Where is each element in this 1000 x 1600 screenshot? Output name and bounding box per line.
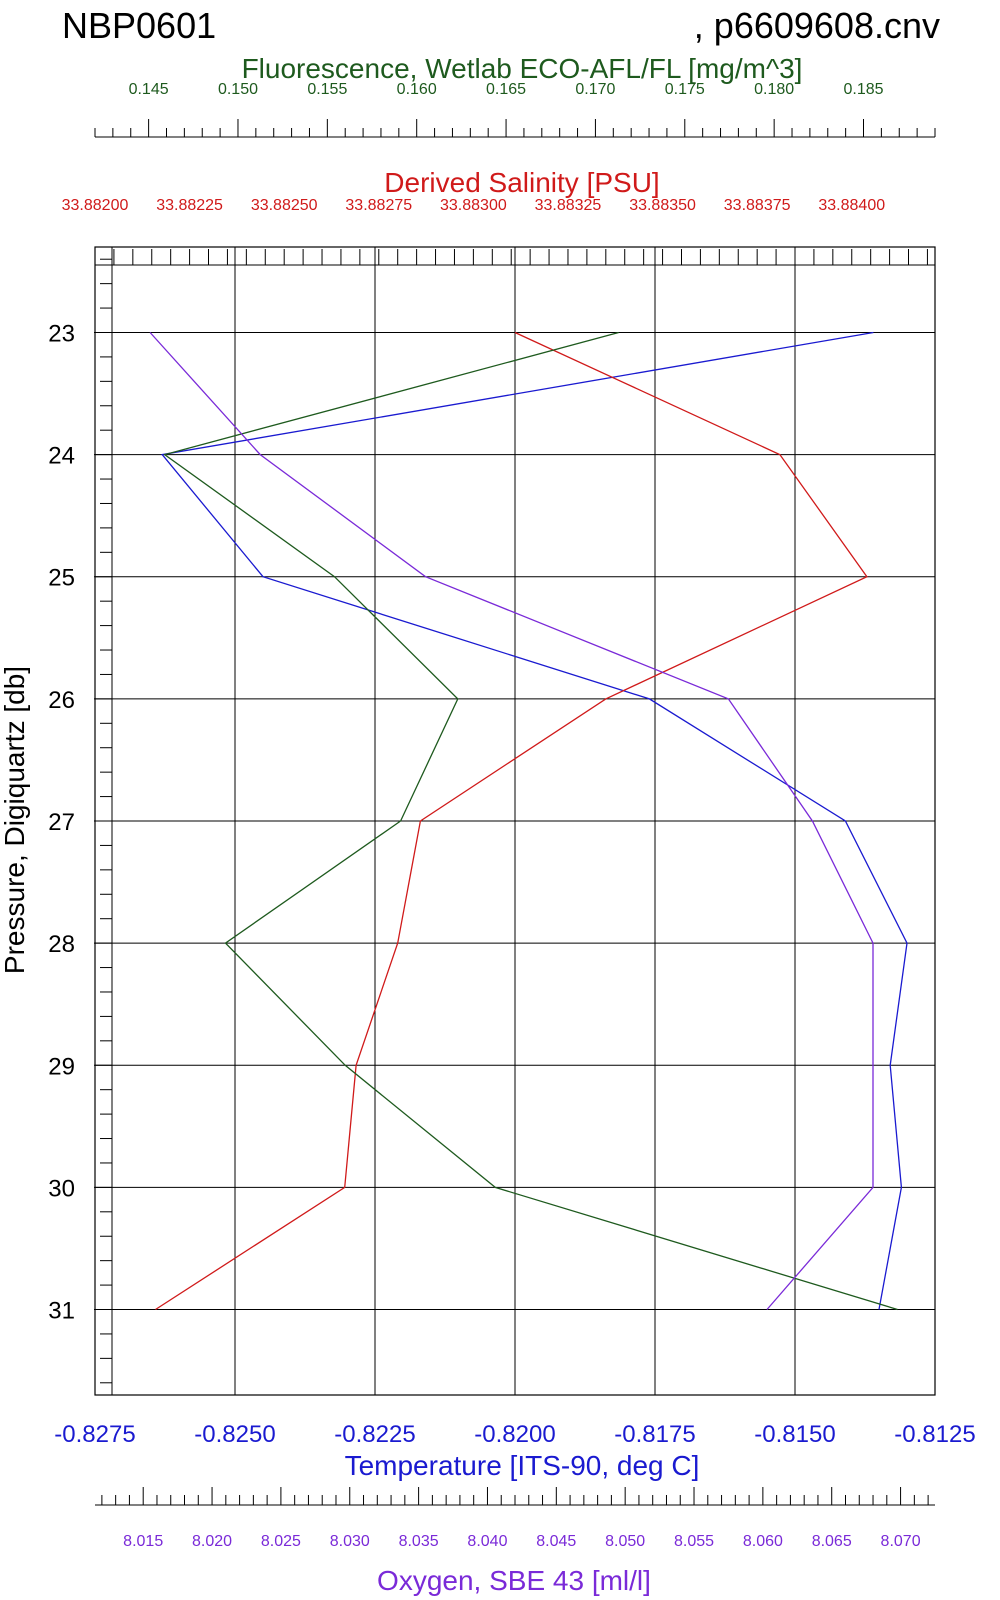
axis-tick-label: 0.165: [486, 81, 526, 98]
axis-tick-label: 33.88300: [440, 197, 507, 214]
fluorescence-axis-title: Fluorescence, Wetlab ECO-AFL/FL [mg/m^3]: [242, 53, 803, 84]
axis-tick-label: 8.070: [881, 1533, 921, 1550]
y-tick-label: 24: [48, 443, 75, 470]
axis-tick-label: 8.015: [123, 1533, 163, 1550]
axis-tick-label: 8.050: [605, 1533, 645, 1550]
axis-tick-label: 0.155: [307, 81, 347, 98]
y-tick-label: 27: [48, 809, 75, 836]
fluorescence-axis: 0.145 0.150 0.155 0.160 0.165 0.170 0.175 0.180…: [94, 81, 936, 138]
axis-tick-label: 0.150: [218, 81, 258, 98]
axis-tick-label: 33.88275: [345, 197, 412, 214]
axis-tick-label: -0.8250: [194, 1421, 275, 1448]
axis-tick-label: 0.160: [397, 81, 437, 98]
salinity-axis-title: Derived Salinity [PSU]: [384, 167, 659, 198]
y-tick-label: 25: [48, 565, 75, 592]
oxygen-axis: 8.015 8.020 8.025 8.030 8.035 8.040 8.045 8.050…: [95, 1487, 935, 1550]
chart-title-right: , p6609608.cnv: [694, 5, 940, 46]
axis-tick-label: -0.8175: [614, 1421, 695, 1448]
axis-tick-label: 0.175: [665, 81, 705, 98]
temperature-axis-title: Temperature [ITS-90, deg C]: [345, 1450, 700, 1481]
axis-tick-label: 33.88400: [818, 197, 885, 214]
axis-tick-label: 8.060: [743, 1533, 783, 1550]
axis-tick-label: -0.8150: [754, 1421, 835, 1448]
salinity-series-line: [155, 331, 868, 1311]
y-axis-title: Pressure, Digiquartz [db]: [0, 666, 30, 974]
axis-tick-label: 8.055: [674, 1533, 714, 1550]
axis-tick-label: 8.035: [399, 1533, 439, 1550]
y-tick-label: 31: [48, 1298, 75, 1325]
series-layer: [149, 331, 908, 1311]
chart-title-left: NBP0601: [62, 5, 216, 46]
temperature-axis: -0.8275 -0.8250 -0.8225 -0.8200 -0.8175 -0.81…: [54, 1394, 976, 1448]
y-tick-label: 23: [48, 320, 75, 347]
axis-tick-label: 0.185: [843, 81, 883, 98]
y-tick-label: 28: [48, 931, 75, 958]
axis-tick-label: 33.88350: [629, 197, 696, 214]
oxygen-axis-title: Oxygen, SBE 43 [ml/l]: [377, 1565, 651, 1596]
axis-tick-label: 33.88225: [156, 197, 223, 214]
temperature-series-line: [160, 331, 908, 1310]
axis-tick-label: -0.8275: [54, 1421, 135, 1448]
y-tick-label: 29: [48, 1053, 75, 1080]
axis-tick-label: 8.030: [330, 1533, 370, 1550]
y-axis: 23 24 25 26 27 28 29 30 31: [48, 247, 113, 1395]
axis-tick-label: 33.88375: [724, 197, 791, 214]
y-tick-label: 30: [48, 1175, 75, 1202]
fluorescence-series-line: [163, 331, 898, 1311]
axis-tick-label: 8.020: [192, 1533, 232, 1550]
axis-tick-label: 33.88200: [62, 197, 129, 214]
axis-tick-label: 8.065: [812, 1533, 852, 1550]
axis-tick-label: 33.88250: [251, 197, 318, 214]
y-tick-label: 26: [48, 687, 75, 714]
axis-tick-label: 33.88325: [535, 197, 602, 214]
salinity-axis: 33.88200 33.88225 33.88250 33.88275 33.88300…: [62, 197, 935, 266]
axis-tick-label: -0.8125: [894, 1421, 975, 1448]
axis-tick-label: -0.8225: [334, 1421, 415, 1448]
axis-tick-label: 8.045: [536, 1533, 576, 1550]
axis-tick-label: 0.145: [129, 81, 169, 98]
axis-tick-label: 8.040: [467, 1533, 507, 1550]
grid: [94, 247, 936, 1395]
oxygen-series-line: [149, 332, 874, 1310]
axis-tick-label: 0.170: [575, 81, 615, 98]
axis-tick-label: -0.8200: [474, 1421, 555, 1448]
axis-tick-label: 0.180: [754, 81, 794, 98]
axis-tick-label: 8.025: [261, 1533, 301, 1550]
